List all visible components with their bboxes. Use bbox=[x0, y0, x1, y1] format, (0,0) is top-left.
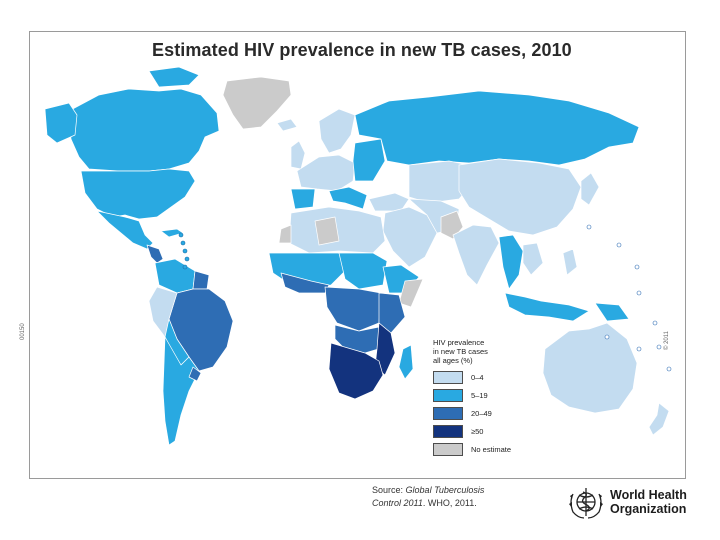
region-east-africa bbox=[378, 292, 406, 334]
region-usa bbox=[80, 168, 196, 220]
island-marker bbox=[616, 242, 622, 248]
island-marker bbox=[636, 290, 642, 296]
region-canada-islands bbox=[148, 66, 200, 88]
region-india bbox=[452, 224, 500, 286]
region-middle-east bbox=[382, 206, 438, 268]
legend-title-line: in new TB cases bbox=[433, 347, 488, 356]
region-iberia bbox=[290, 188, 316, 210]
legend-swatch bbox=[433, 371, 463, 384]
region-central-america bbox=[146, 244, 164, 264]
legend-item: 0–4 bbox=[433, 371, 553, 384]
legend-item: 5–19 bbox=[433, 389, 553, 402]
region-coastal-west-africa bbox=[280, 272, 330, 294]
legend-label: 5–19 bbox=[471, 391, 488, 400]
region-western-europe bbox=[296, 154, 356, 192]
island-marker bbox=[182, 248, 188, 254]
region-uk bbox=[290, 140, 306, 170]
map-title: Estimated HIV prevalence in new TB cases… bbox=[152, 40, 572, 60]
region-uruguay bbox=[188, 366, 202, 382]
legend-item: 20–49 bbox=[433, 407, 553, 420]
region-central-africa bbox=[324, 286, 382, 332]
region-argentina bbox=[162, 336, 200, 446]
island-marker bbox=[586, 224, 592, 230]
map-code-left: 00150 bbox=[20, 323, 26, 340]
island-marker bbox=[656, 344, 662, 350]
region-caribbean bbox=[160, 228, 184, 238]
legend-swatch bbox=[433, 389, 463, 402]
legend-swatch bbox=[433, 425, 463, 438]
legend-label: 20–49 bbox=[471, 409, 492, 418]
island-marker bbox=[652, 320, 658, 326]
region-angola bbox=[334, 324, 386, 354]
legend-title-line: all ages (%) bbox=[433, 356, 473, 365]
region-japan bbox=[580, 172, 600, 206]
island-marker bbox=[636, 346, 642, 352]
region-china bbox=[458, 158, 582, 236]
region-southeast-asia bbox=[498, 234, 524, 290]
who-name-line: Organization bbox=[610, 502, 687, 516]
legend-title: HIV prevalence in new TB cases all ages … bbox=[433, 338, 553, 365]
source-prefix: Source: bbox=[372, 485, 404, 495]
region-new-zealand bbox=[648, 402, 670, 436]
island-marker bbox=[178, 232, 184, 238]
region-turkey bbox=[368, 192, 410, 212]
region-iceland bbox=[276, 118, 298, 132]
legend-item: No estimate bbox=[433, 443, 553, 456]
legend-label: ≥50 bbox=[471, 427, 484, 436]
island-marker bbox=[604, 334, 610, 340]
island-marker bbox=[182, 264, 188, 270]
source-title-part: Global Tuberculosis bbox=[405, 485, 485, 495]
region-sudan bbox=[338, 252, 388, 290]
region-guyanas bbox=[192, 270, 210, 290]
region-western-sahara bbox=[278, 224, 292, 244]
region-somalia bbox=[398, 278, 424, 308]
legend-swatch bbox=[433, 443, 463, 456]
region-scandinavia bbox=[318, 108, 356, 154]
region-australia bbox=[542, 322, 638, 414]
region-indonesia bbox=[504, 292, 590, 322]
legend-label: No estimate bbox=[471, 445, 512, 454]
source-suffix: . WHO, 2011. bbox=[422, 498, 477, 508]
island-marker bbox=[666, 366, 672, 372]
region-png bbox=[594, 302, 630, 322]
source-title-part: Control 2011 bbox=[372, 498, 423, 508]
island-marker bbox=[180, 240, 186, 246]
region-philippines bbox=[562, 248, 578, 276]
legend-title-line: HIV prevalence bbox=[433, 338, 485, 347]
legend-swatch bbox=[433, 407, 463, 420]
region-alaska bbox=[44, 102, 78, 144]
who-emblem-icon bbox=[569, 488, 603, 519]
source-citation: Source: Global Tuberculosis Control 2011… bbox=[372, 484, 484, 510]
who-logo: World Health Organization bbox=[566, 482, 687, 522]
world-map bbox=[44, 66, 672, 446]
region-greenland bbox=[222, 76, 292, 130]
region-russia bbox=[354, 90, 640, 166]
island-marker bbox=[634, 264, 640, 270]
region-canada bbox=[68, 88, 220, 172]
region-libya bbox=[314, 216, 340, 246]
who-name-line: World Health bbox=[610, 488, 687, 502]
region-madagascar bbox=[398, 344, 414, 380]
region-southern-africa bbox=[328, 342, 384, 400]
region-indochina bbox=[522, 242, 544, 276]
region-eastern-europe bbox=[352, 138, 386, 182]
who-name: World Health Organization bbox=[610, 488, 687, 516]
region-southern-europe bbox=[328, 186, 368, 210]
legend-label: 0–4 bbox=[471, 373, 484, 382]
map-code-right: © 2011 bbox=[664, 331, 670, 350]
region-mozambique bbox=[374, 322, 396, 376]
legend-item: ≥50 bbox=[433, 425, 553, 438]
legend: HIV prevalence in new TB cases all ages … bbox=[433, 338, 553, 461]
island-marker bbox=[184, 256, 190, 262]
